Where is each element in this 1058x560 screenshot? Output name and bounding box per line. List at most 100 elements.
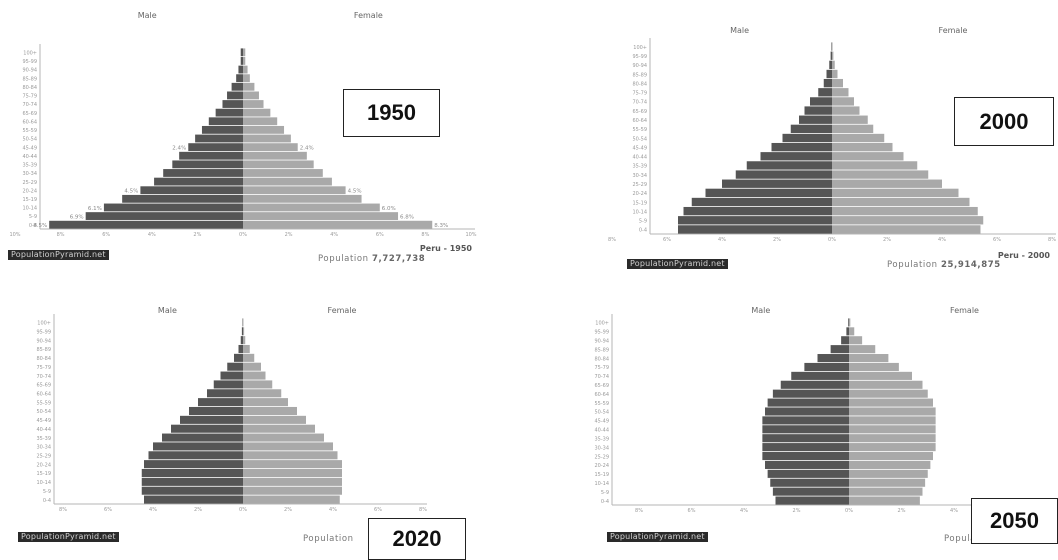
female-bar [243, 354, 254, 362]
age-group-label: 100+ [37, 321, 51, 327]
age-group-label: 70-74 [632, 100, 647, 106]
population-label: Population [887, 260, 938, 270]
age-group-label: 0-4 [639, 228, 647, 234]
age-group-label: 50-54 [632, 136, 647, 142]
age-group-label: 10-14 [36, 480, 51, 486]
female-bar [832, 198, 970, 206]
x-tick-label: 8% [57, 232, 65, 238]
age-group-label: 35-39 [22, 163, 37, 169]
age-group-label: 85-89 [594, 347, 609, 353]
x-tick-label: 4% [938, 237, 946, 243]
female-bar [832, 207, 978, 215]
source-label: PopulationPyramid.net [607, 532, 708, 542]
age-group-label: 10-14 [594, 481, 609, 487]
age-group-label: 25-29 [594, 454, 609, 460]
male-bar [241, 57, 243, 65]
age-group-label: 80-84 [632, 81, 647, 87]
age-group-label: 0-4 [43, 498, 51, 504]
age-group-label: 90-94 [22, 68, 37, 74]
age-group-label: 70-74 [22, 102, 37, 108]
female-bar [849, 488, 923, 496]
x-tick-label: 0% [845, 508, 853, 514]
female-bar [832, 134, 884, 142]
female-bar [849, 407, 936, 415]
female-bar [243, 460, 342, 468]
age-group-label: 85-89 [22, 76, 37, 82]
x-tick-label: 2% [193, 232, 201, 238]
male-bar [783, 134, 833, 142]
female-header: Female [354, 11, 383, 20]
age-group-label: 20-24 [594, 463, 609, 469]
age-group-label: 25-29 [36, 454, 51, 460]
male-bar [762, 443, 849, 451]
male-bar [841, 336, 849, 344]
female-bar [243, 442, 333, 450]
age-group-label: 65-69 [36, 383, 51, 389]
x-tick-label: 8% [608, 237, 616, 243]
x-tick-label: 8% [419, 507, 427, 513]
age-group-label: 75-79 [632, 91, 647, 97]
female-bar [243, 407, 297, 415]
x-tick-label: 2% [194, 507, 202, 513]
male-bar [216, 109, 243, 117]
population-row: Population [303, 534, 354, 544]
female-bar [243, 469, 342, 477]
male-bar [831, 345, 849, 353]
x-tick-label: 6% [374, 507, 382, 513]
male-bar [846, 327, 849, 335]
age-group-label: 70-74 [36, 374, 51, 380]
male-bar [818, 354, 850, 362]
male-bar [227, 363, 243, 371]
age-group-label: 95-99 [36, 330, 51, 336]
female-bar [849, 336, 862, 344]
male-bar [768, 470, 849, 478]
x-tick-label: 8% [635, 508, 643, 514]
male-pct-label: 8.5% [33, 223, 47, 229]
female-bar [832, 125, 873, 133]
age-group-label: 90-94 [594, 338, 609, 344]
country-year-label: Peru - 2000 [998, 251, 1050, 260]
female-bar [243, 380, 272, 388]
age-group-label: 10-14 [22, 206, 37, 212]
female-bar [243, 117, 277, 125]
female-bar [243, 204, 380, 212]
male-bar [776, 496, 850, 504]
population-value: 7,727,738 [372, 254, 425, 264]
age-group-label: 15-19 [22, 197, 37, 203]
male-bar [239, 345, 244, 353]
female-bar [849, 363, 899, 371]
male-bar [163, 169, 243, 177]
male-bar [829, 61, 832, 69]
male-header: Male [138, 11, 157, 20]
x-tick-label: 4% [149, 507, 157, 513]
male-header: Male [158, 306, 177, 315]
female-bar [832, 42, 833, 50]
x-tick-label: 0% [828, 237, 836, 243]
male-bar [762, 416, 849, 424]
female-bar [849, 443, 936, 451]
female-bar [243, 91, 259, 99]
male-bar [765, 461, 849, 469]
female-bar [832, 225, 981, 233]
age-group-label: 95-99 [594, 330, 609, 336]
age-group-label: 5-9 [29, 214, 37, 220]
male-bar [722, 180, 832, 188]
female-bar [832, 116, 868, 124]
female-bar [832, 180, 942, 188]
female-bar [243, 66, 248, 74]
age-group-label: 15-19 [594, 472, 609, 478]
age-group-label: 35-39 [36, 436, 51, 442]
male-pct-label: 2.4% [172, 146, 186, 152]
age-group-label: 5-9 [601, 490, 609, 496]
age-group-label: 90-94 [36, 338, 51, 344]
age-group-label: 15-19 [36, 471, 51, 477]
population-row: Population 7,727,738 [318, 254, 425, 264]
female-bar [243, 195, 362, 203]
female-bar [832, 61, 835, 69]
age-group-label: 75-79 [594, 365, 609, 371]
female-bar [243, 48, 245, 56]
male-bar [86, 212, 243, 220]
age-group-label: 65-69 [594, 383, 609, 389]
